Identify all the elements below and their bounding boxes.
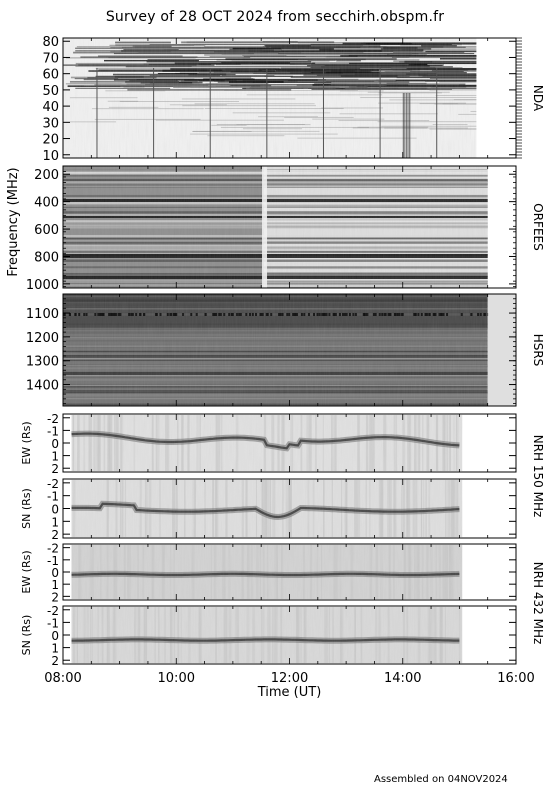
x-axis-label: Time (UT) [257,685,322,700]
nrh150sn-tick-label: 1 [51,515,59,529]
orfees_label: ORFEES [531,203,545,250]
nrh432ew-tick-label: 0 [51,566,59,580]
chart-title: Survey of 28 OCT 2024 from secchirh.obsp… [105,9,445,25]
nrh150ew-tick-label: 0 [51,437,59,451]
nrh150sn-tick-label: -2 [47,477,59,491]
nda-tick-label: 80 [42,35,59,50]
orfees-spectrogram [63,166,488,288]
orfees-tick-label: 1000 [26,278,59,293]
nrh432sn-tick-label: -1 [47,616,59,630]
nda-spectrogram [63,38,477,158]
x-tick-label: 14:00 [384,671,421,686]
nrh432ew-ylabel: EW (Rs) [20,550,33,593]
nrh150ew-tick-label: 1 [51,450,59,464]
nrh150ew-ylabel: EW (Rs) [20,421,33,464]
orfees-tick-label: 200 [34,168,59,183]
nrh150sn-ylabel: SN (Rs) [20,488,33,529]
nrh432-ew-map [71,544,463,600]
hsrs-tick-label: 1200 [26,331,59,346]
nrh150ew-tick-label: -2 [47,412,59,426]
x-tick-label: 16:00 [497,671,534,686]
hsrs-tick-label: 1100 [26,307,59,322]
assembled-date: Assembled on 04NOV2024 [374,774,508,785]
nrh150-ew-map [71,414,463,472]
nrh432ew-tick-label: 1 [51,578,59,592]
hsrs_label: HSRS [531,334,545,367]
nrh432_label: NRH 432 MHz [531,562,545,645]
x-tick-label: 12:00 [271,671,308,686]
x-tick-label: 10:00 [158,671,195,686]
nda-tick-label: 60 [42,68,59,83]
nrh432ew-tick-label: 2 [51,590,59,604]
hsrs-tick-label: 1300 [26,355,59,370]
nda-tick-label: 20 [42,133,59,148]
frequency-axis-label: Frequency (MHz) [6,167,21,276]
nrh432-sn-map [71,606,463,664]
nda-tick-label: 40 [42,100,59,115]
hsrs-spectrogram [63,294,516,406]
nda-tick-label: 70 [42,51,59,66]
nda-tick-label: 30 [42,116,59,131]
nda-tick-label: 10 [42,149,59,164]
nda_label: NDA [531,85,545,112]
nrh432sn-tick-label: -2 [47,604,59,618]
nrh150ew-tick-label: -1 [47,424,59,438]
orfees-tick-label: 800 [34,250,59,265]
x-tick-label: 08:00 [44,671,81,686]
nrh432sn-tick-label: 1 [51,642,59,656]
nrh432sn-tick-label: 2 [51,654,59,668]
nrh150_label: NRH 150 MHz [531,435,545,518]
orfees-tick-label: 400 [34,196,59,211]
nrh432ew-tick-label: -1 [47,554,59,568]
nrh150sn-tick-label: 0 [51,503,59,517]
nrh432ew-tick-label: -2 [47,542,59,556]
nrh150-sn-map [71,479,463,538]
hsrs-tick-label: 1400 [26,379,59,394]
nrh150ew-tick-label: 2 [51,462,59,476]
nrh432sn-ylabel: SN (Rs) [20,615,33,656]
nrh150sn-tick-label: 2 [51,528,59,542]
orfees-tick-label: 600 [34,223,59,238]
nrh432sn-tick-label: 0 [51,629,59,643]
nda-tick-label: 50 [42,84,59,99]
nrh150sn-tick-label: -1 [47,490,59,504]
